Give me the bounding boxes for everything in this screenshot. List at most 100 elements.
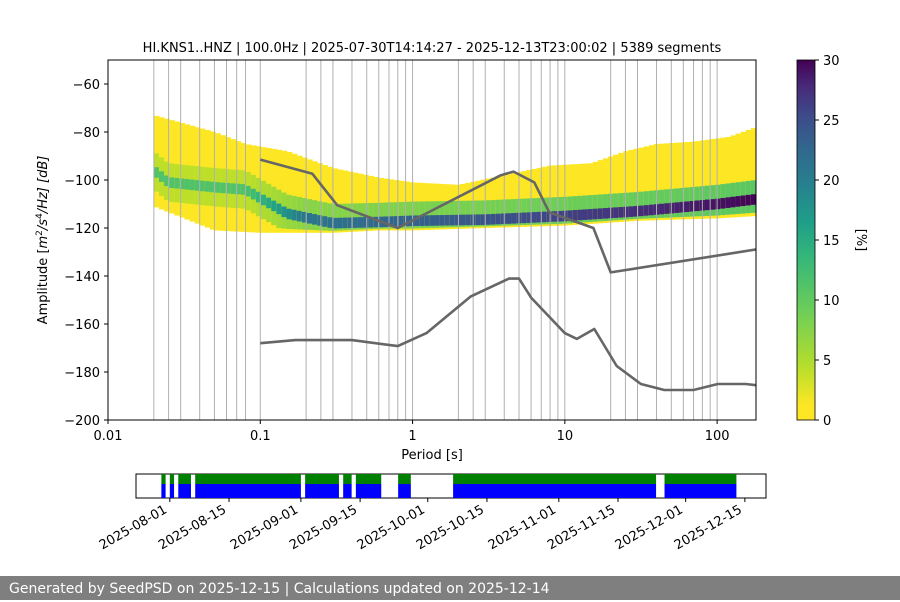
density-bin — [286, 214, 293, 230]
density-bin — [261, 180, 267, 201]
density-bin — [715, 203, 721, 216]
density-bin — [204, 186, 211, 206]
density-bin — [715, 184, 721, 204]
y-tick-label: −120 — [64, 222, 100, 237]
density-bin — [235, 183, 242, 195]
noise-model-nhnm — [259, 158, 756, 274]
date-tick-label: 2025-10-15 — [414, 502, 487, 553]
density-bin — [204, 181, 211, 192]
density-bin — [291, 215, 298, 230]
density-bin — [439, 201, 446, 221]
density-bin — [398, 201, 405, 222]
density-bin — [286, 194, 293, 215]
density-bin — [347, 217, 354, 229]
density-bin — [454, 200, 461, 221]
availability-segment — [195, 474, 301, 484]
density-bin — [388, 202, 395, 222]
density-bin — [735, 196, 742, 207]
density-bin — [638, 147, 645, 221]
density-bin — [460, 214, 466, 226]
x-tick-label: 100 — [705, 429, 730, 444]
chart-title: HI.KNS1..HNZ | 100.0Hz | 2025-07-30T14:1… — [143, 41, 722, 56]
density-bin — [592, 161, 599, 224]
density-bin — [286, 208, 293, 220]
availability-segment — [178, 474, 191, 484]
density-bin — [281, 211, 288, 229]
density-bin — [306, 159, 313, 233]
density-bin — [174, 177, 180, 189]
availability-segment — [169, 474, 175, 484]
density-bin — [306, 213, 313, 224]
density-bin — [291, 209, 298, 221]
density-bin — [240, 189, 247, 209]
period-gridlines — [153, 60, 718, 420]
processed-segment — [355, 484, 382, 498]
density-bin — [255, 177, 262, 198]
density-bin — [332, 168, 339, 233]
density-bin — [215, 182, 221, 193]
density-bin — [567, 164, 573, 226]
density-bin — [363, 174, 369, 232]
density-bin — [169, 182, 175, 202]
availability-segment — [161, 474, 166, 484]
density-bin — [337, 203, 344, 224]
density-bin — [669, 188, 675, 209]
density-bin — [689, 141, 696, 220]
availability-segment — [355, 474, 382, 484]
colorbar-label: [%] — [853, 229, 868, 252]
density-bin — [659, 203, 665, 215]
footer-text: Generated by SeedPSD on 2025-12-15 | Cal… — [9, 581, 550, 597]
y-tick-label: −200 — [64, 414, 100, 429]
density-bin — [179, 183, 186, 203]
density-bin — [255, 191, 262, 203]
density-bin — [337, 217, 344, 229]
density-bin — [403, 201, 410, 222]
x-tick-label: 10 — [557, 429, 574, 444]
y-axis-label: Amplitude [m2/s4/Hz] [dB] — [35, 156, 51, 325]
y-label-unit: m — [36, 236, 51, 249]
density-bin — [710, 199, 716, 210]
density-bin — [158, 157, 165, 177]
density-bin — [745, 200, 752, 214]
density-bin — [730, 182, 737, 203]
density-bin — [679, 201, 686, 213]
density-bin — [669, 202, 675, 214]
density-bin — [327, 217, 334, 228]
density-bin — [286, 151, 293, 233]
density-bin — [301, 217, 308, 230]
density-bin — [623, 206, 630, 218]
density-bin — [710, 185, 716, 205]
density-bin — [266, 197, 272, 209]
density-bin — [674, 188, 681, 208]
density-bin — [322, 216, 328, 227]
density-bin — [613, 193, 619, 213]
processed-segment — [195, 484, 301, 498]
y-tick-label: −60 — [73, 78, 100, 93]
density-bin — [704, 139, 711, 219]
processed-segment — [161, 484, 166, 498]
density-bin — [465, 200, 471, 220]
density-bin — [164, 175, 170, 187]
y-tick-label: −180 — [64, 366, 100, 381]
density-bin — [597, 208, 604, 219]
density-bin — [505, 213, 512, 224]
density-bin — [414, 215, 420, 227]
density-bin — [526, 212, 533, 223]
density-bin — [174, 183, 180, 203]
density-bin — [536, 167, 543, 227]
density-bin — [250, 194, 257, 214]
density-bin — [582, 209, 589, 220]
density-bin — [296, 155, 303, 233]
density-bin — [266, 202, 272, 223]
density-bin — [281, 206, 288, 218]
availability-segment — [398, 474, 411, 484]
density-bin — [363, 217, 369, 228]
density-bin — [710, 139, 716, 219]
y-tick-label: −140 — [64, 270, 100, 285]
density-bin — [684, 142, 691, 220]
density-bin — [618, 207, 624, 218]
density-bin — [674, 202, 681, 213]
y-label-post: /Hz] [dB] — [36, 156, 51, 215]
density-bin — [332, 203, 339, 224]
density-bin — [643, 146, 650, 221]
